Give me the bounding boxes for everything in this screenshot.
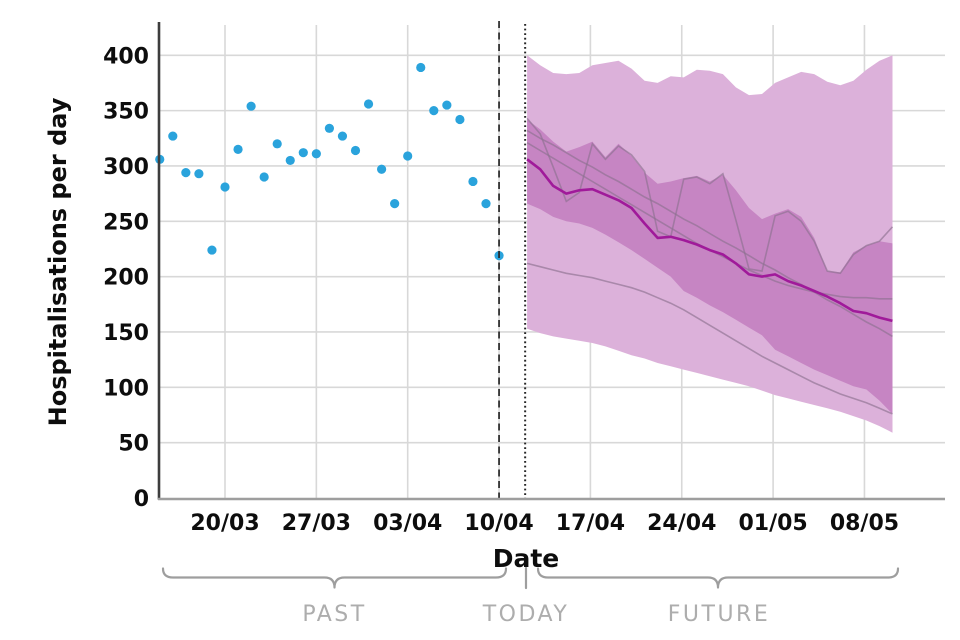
observed-point bbox=[233, 144, 243, 154]
observed-point bbox=[324, 123, 334, 133]
y-tick-label: 400 bbox=[103, 44, 149, 69]
observed-point bbox=[350, 145, 361, 156]
forecast-uncertainty-bands bbox=[527, 55, 893, 433]
observed-point bbox=[403, 151, 413, 161]
observed-point bbox=[285, 155, 295, 166]
timeline-annotations: PAST TODAY FUTURE bbox=[161, 566, 900, 627]
x-tick-label: 17/04 bbox=[556, 511, 625, 536]
future-label: FUTURE bbox=[668, 602, 770, 627]
y-tick-label: 250 bbox=[103, 210, 149, 235]
y-axis-title: Hospitalisations per day bbox=[44, 97, 72, 426]
observed-point bbox=[272, 139, 282, 149]
observed-data-points bbox=[155, 62, 504, 261]
y-tick-label: 50 bbox=[118, 432, 149, 457]
observed-point bbox=[390, 198, 400, 209]
x-tick-label: 01/05 bbox=[738, 511, 807, 536]
today-label: TODAY bbox=[482, 602, 570, 627]
observed-point bbox=[363, 99, 374, 109]
observed-point bbox=[442, 100, 452, 110]
observed-point bbox=[481, 198, 491, 209]
x-tick-label: 20/03 bbox=[190, 511, 259, 536]
forecast-median-line bbox=[526, 158, 893, 323]
sample-trajectory-line bbox=[526, 117, 894, 275]
x-tick-label: 10/04 bbox=[464, 511, 533, 536]
observed-point bbox=[194, 169, 204, 179]
y-tick-label: 150 bbox=[103, 321, 149, 346]
observed-point bbox=[246, 101, 256, 111]
observed-point bbox=[181, 168, 191, 178]
axis-tick-labels: 0 50 100 150 200 250 300 350 400 20/03 27/03 03/04 1… bbox=[103, 44, 899, 536]
observed-point bbox=[416, 62, 426, 73]
x-tick-label: 08/05 bbox=[830, 511, 899, 536]
y-tick-label: 350 bbox=[103, 100, 149, 125]
inner-uncertainty-band bbox=[527, 119, 893, 414]
past-brace bbox=[161, 567, 508, 589]
observed-point bbox=[207, 245, 217, 255]
observed-point bbox=[298, 148, 308, 158]
observed-point bbox=[455, 114, 465, 125]
observed-point bbox=[337, 131, 348, 141]
observed-point bbox=[311, 149, 321, 159]
y-tick-label: 0 bbox=[134, 487, 149, 512]
observed-point bbox=[259, 172, 269, 182]
sample-trajectory-line bbox=[526, 262, 893, 415]
observed-point bbox=[377, 164, 387, 174]
sample-trajectory-line bbox=[526, 129, 893, 338]
observed-point bbox=[429, 106, 439, 116]
y-tick-label: 200 bbox=[103, 266, 149, 291]
reference-lines bbox=[498, 21, 527, 498]
y-tick-label: 300 bbox=[103, 155, 149, 180]
x-tick-label: 27/03 bbox=[282, 511, 351, 536]
x-tick-label: 24/04 bbox=[647, 511, 716, 536]
future-brace bbox=[536, 567, 900, 589]
y-tick-label: 100 bbox=[103, 376, 149, 401]
axis-spines bbox=[157, 22, 945, 501]
observed-point bbox=[468, 176, 478, 187]
x-tick-label: 03/04 bbox=[373, 511, 442, 536]
median-forecast-line bbox=[526, 158, 893, 323]
observed-point bbox=[220, 182, 230, 192]
past-label: PAST bbox=[302, 602, 366, 627]
observed-point bbox=[168, 131, 178, 141]
